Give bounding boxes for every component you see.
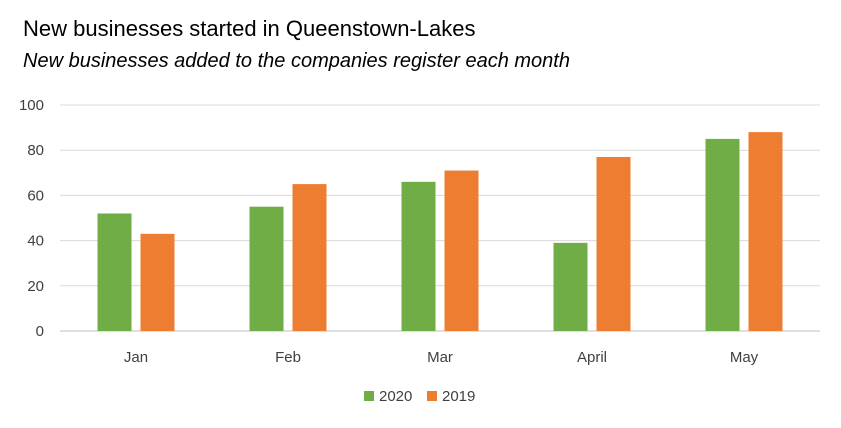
y-tick-label: 20 <box>27 278 44 295</box>
legend-label: 2019 <box>442 388 475 405</box>
y-axis-ticks: 0 20 40 60 80 100 <box>19 97 44 340</box>
y-tick-label: 80 <box>27 142 44 159</box>
legend-swatch-2019 <box>427 391 437 401</box>
bar-2019-april <box>596 156 631 331</box>
legend: 2020 2019 <box>364 388 475 405</box>
bar-2020-feb <box>249 206 284 331</box>
legend-swatch-2020 <box>364 391 374 401</box>
x-tick-label: May <box>730 349 759 366</box>
gridlines <box>60 104 820 332</box>
bar-2020-jan <box>97 213 132 331</box>
y-tick-label: 60 <box>27 187 44 204</box>
x-tick-label: April <box>577 349 607 366</box>
legend-label: 2020 <box>379 388 412 405</box>
bar-2020-may <box>705 138 740 331</box>
y-tick-label: 100 <box>19 97 44 114</box>
y-tick-label: 40 <box>27 233 44 250</box>
bar-2019-jan <box>140 233 175 331</box>
y-tick-label: 0 <box>36 323 44 340</box>
x-tick-label: Feb <box>275 349 301 366</box>
x-tick-label: Jan <box>124 349 148 366</box>
bars <box>97 132 783 331</box>
x-axis-ticks: Jan Feb Mar April May <box>124 349 759 366</box>
chart-title: New businesses started in Queenstown-Lak… <box>23 16 476 41</box>
x-tick-label: Mar <box>427 349 453 366</box>
bar-2019-may <box>748 132 783 331</box>
bar-2019-mar <box>444 170 479 331</box>
bar-2019-feb <box>292 184 327 331</box>
bar-2020-mar <box>401 181 436 331</box>
bar-2020-april <box>553 242 588 331</box>
chart-subtitle: New businesses added to the companies re… <box>23 50 570 72</box>
